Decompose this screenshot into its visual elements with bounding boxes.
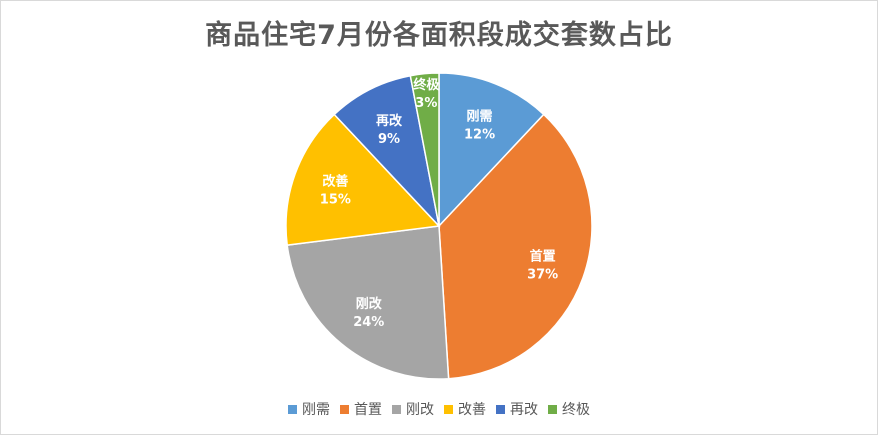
legend-swatch <box>548 404 557 414</box>
pie-slice-刚改 <box>286 225 450 380</box>
legend-swatch <box>392 404 401 414</box>
legend-item-首置: 首置 <box>340 399 382 419</box>
legend-label: 再改 <box>510 402 538 418</box>
legend-label: 刚改 <box>406 402 434 418</box>
slice-category-label: 终极 <box>413 77 440 93</box>
pie-slice-刚需 <box>438 72 545 228</box>
legend-label: 改善 <box>458 402 486 418</box>
legend-item-改善: 改善 <box>444 399 486 419</box>
slice-percent-label: 37% <box>527 267 558 282</box>
slice-percent-label: 3% <box>415 96 437 111</box>
legend-label: 首置 <box>354 402 382 418</box>
legend-item-再改: 再改 <box>496 399 538 419</box>
slice-category-label: 首置 <box>530 248 556 264</box>
chart-legend: 刚需 首置 刚改 改善 再改 终极 <box>1 399 877 419</box>
pie-slice-首置 <box>438 113 593 380</box>
pie-slice-终极 <box>409 72 440 227</box>
legend-swatch <box>288 404 297 414</box>
slice-category-label: 再改 <box>376 113 403 129</box>
chart-title: 商品住宅7月份各面积段成交套数占比 <box>205 20 673 51</box>
slice-percent-label: 12% <box>464 128 495 143</box>
legend-swatch <box>340 404 349 414</box>
slice-percent-label: 9% <box>378 132 400 147</box>
slice-category-label: 改善 <box>322 174 348 190</box>
legend-item-刚改: 刚改 <box>392 399 434 419</box>
slice-percent-label: 15% <box>320 193 351 208</box>
slice-category-label: 刚改 <box>356 296 383 312</box>
legend-swatch <box>496 404 505 414</box>
pie-slice-改善 <box>285 113 441 247</box>
slice-percent-label: 24% <box>353 315 384 330</box>
legend-item-刚需: 刚需 <box>288 399 330 419</box>
legend-label: 终极 <box>562 402 590 418</box>
legend-item-终极: 终极 <box>548 399 590 419</box>
legend-swatch <box>444 404 453 414</box>
slice-category-label: 刚需 <box>467 110 493 125</box>
legend-label: 刚需 <box>302 402 330 418</box>
pie-slice-再改 <box>333 74 441 229</box>
